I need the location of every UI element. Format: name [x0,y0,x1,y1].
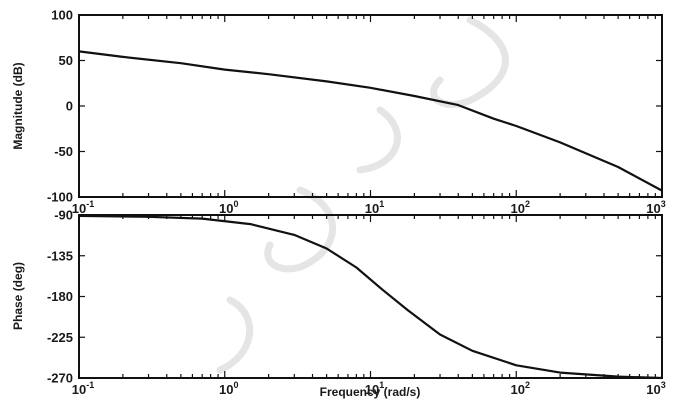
magnitude-axis-label: Magnitude (dB) [11,62,25,149]
watermark [216,16,509,374]
magnitude-y-tick-label: -50 [54,144,73,159]
magnitude-y-tick-label: 0 [66,99,73,114]
phase-x-tick-label: 101 [365,380,384,397]
magnitude-x-tick-label: 101 [365,199,384,216]
phase-y-tick-labels: -90 -135 -180 -225 -270 [47,208,73,386]
phase-x-tick-label: 100 [219,380,238,397]
magnitude-y-tick-label: -100 [47,190,73,205]
phase-curve [78,214,663,380]
magnitude-y-tick-labels: 100 50 0 -50 -100 [47,8,73,205]
phase-x-tick-label: 102 [511,380,530,397]
magnitude-x-tick-label: 102 [511,199,530,216]
phase-panel: 10-1 100 101 102 103 -90 -135 -180 -225 -270 Pha… [11,208,666,398]
phase-ticks [78,214,663,379]
magnitude-x-tick-label: 103 [646,199,665,216]
magnitude-ticks [78,14,663,198]
phase-plot-frame [78,214,663,379]
magnitude-y-tick-label: 50 [59,53,73,68]
phase-y-tick-label: -135 [47,248,73,263]
magnitude-x-tick-labels: 10-1 100 101 102 103 [72,199,666,216]
phase-x-tick-label: 10-1 [72,380,94,397]
magnitude-y-tick-label: 100 [51,8,73,23]
phase-y-tick-label: -270 [47,371,73,386]
magnitude-x-tick-label: 100 [219,199,238,216]
magnitude-panel: 10-1 100 101 102 103 100 50 0 -50 -100 Magnitude… [11,8,666,217]
phase-x-tick-labels: 10-1 100 101 102 103 [72,380,666,397]
phase-y-tick-label: -90 [54,208,73,223]
frequency-axis-label: Frequency (rad/s) [320,385,421,399]
magnitude-curve [78,50,663,192]
phase-x-tick-label: 103 [646,380,665,397]
phase-y-tick-label: -225 [47,330,73,345]
magnitude-x-tick-label: 10-1 [72,199,94,216]
phase-axis-label: Phase (deg) [11,262,25,330]
phase-y-tick-label: -180 [47,289,73,304]
